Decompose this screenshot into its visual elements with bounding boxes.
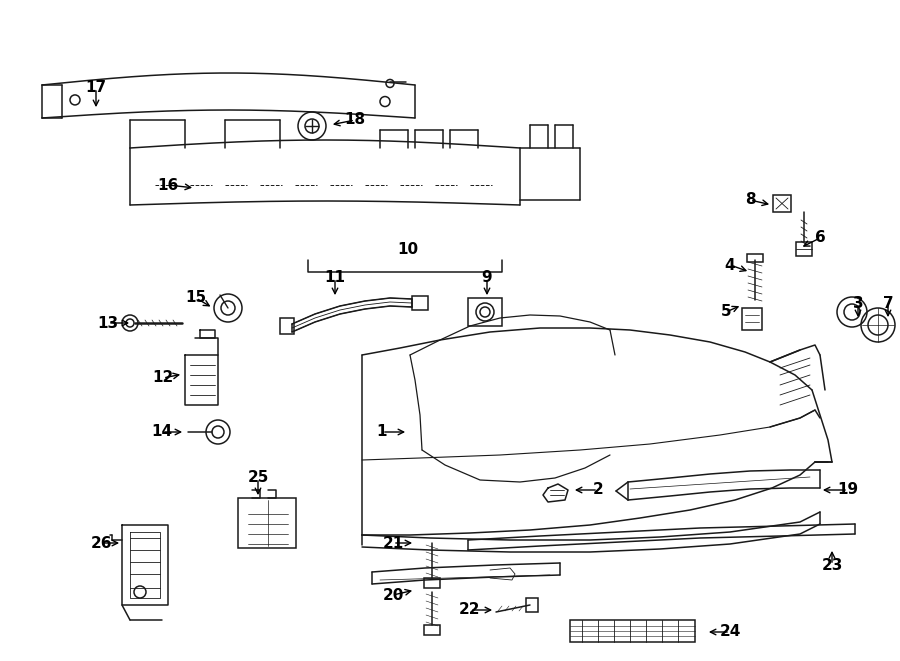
Bar [424, 625, 440, 635]
Bar [468, 298, 502, 326]
Text: 12: 12 [152, 371, 174, 385]
Text: 14: 14 [151, 424, 173, 440]
Text: 7: 7 [883, 295, 894, 311]
Text: 23: 23 [822, 557, 842, 572]
Text: 25: 25 [248, 471, 269, 485]
Text: 20: 20 [382, 588, 404, 602]
Text: 6: 6 [814, 231, 825, 245]
Text: 8: 8 [744, 192, 755, 208]
Text: 15: 15 [185, 290, 207, 305]
Text: 22: 22 [459, 602, 481, 617]
Text: 4: 4 [724, 258, 735, 272]
Bar [526, 598, 538, 612]
Text: 11: 11 [325, 270, 346, 286]
Bar [773, 195, 791, 212]
Text: 26: 26 [91, 535, 112, 551]
Text: 13: 13 [97, 315, 119, 330]
Text: 18: 18 [345, 112, 365, 128]
Text: 21: 21 [382, 535, 403, 551]
Text: 3: 3 [852, 295, 863, 311]
Text: 17: 17 [86, 81, 106, 95]
Bar [742, 308, 762, 330]
Text: 1: 1 [377, 424, 387, 440]
Text: 19: 19 [837, 483, 859, 498]
Text: 9: 9 [482, 270, 492, 286]
Text: 2: 2 [592, 483, 603, 498]
Bar [280, 318, 294, 334]
Bar [747, 254, 763, 262]
Text: 24: 24 [719, 625, 741, 639]
Text: 16: 16 [158, 178, 178, 192]
Bar [424, 578, 440, 588]
Bar [238, 498, 296, 548]
Bar [796, 242, 812, 256]
Text: 10: 10 [398, 243, 418, 258]
Bar [412, 296, 428, 310]
Text: 5: 5 [721, 305, 732, 319]
Bar [570, 620, 695, 642]
